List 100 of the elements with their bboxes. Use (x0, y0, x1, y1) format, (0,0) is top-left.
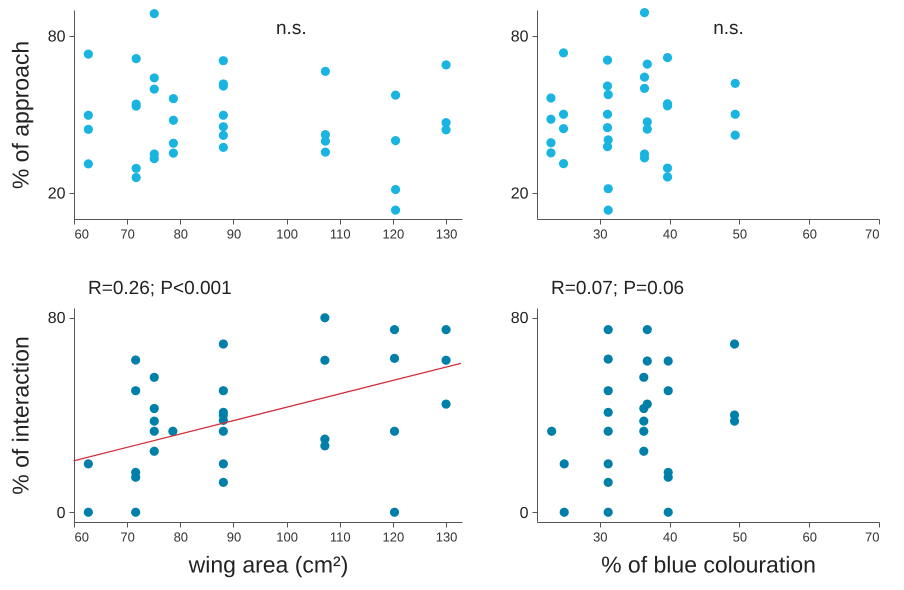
point (639, 372, 648, 382)
x-tick-label: 70 (120, 530, 135, 544)
point (558, 124, 568, 134)
point (150, 404, 159, 414)
x-tick-label: 90 (226, 530, 242, 544)
y-tick-label: 20 (510, 185, 529, 202)
x-tick-label: 110 (330, 530, 351, 544)
point (558, 110, 568, 119)
point (84, 50, 93, 59)
point (84, 110, 93, 120)
point (131, 386, 140, 396)
point (218, 339, 228, 349)
x-tick-label: 110 (330, 226, 351, 242)
point (218, 110, 228, 120)
point (390, 90, 400, 100)
point (218, 142, 228, 152)
point (390, 136, 400, 146)
point (604, 508, 613, 517)
point (602, 110, 612, 119)
point (546, 93, 556, 103)
point (441, 356, 451, 365)
x-tick-label: 30 (593, 530, 608, 544)
point (640, 84, 650, 93)
x-tick-label: 80 (174, 226, 188, 242)
point (168, 94, 178, 104)
point (730, 339, 740, 349)
point (320, 148, 330, 157)
point (218, 386, 228, 396)
point (390, 508, 400, 517)
point (150, 426, 159, 436)
point (218, 122, 228, 132)
point (320, 356, 330, 365)
point (662, 163, 672, 173)
point (168, 426, 178, 436)
point (604, 206, 613, 215)
point (558, 48, 568, 58)
x-tick-label: 60 (802, 530, 817, 544)
point (132, 164, 141, 173)
point (662, 172, 672, 182)
point (604, 354, 613, 364)
point (642, 399, 652, 409)
point (604, 426, 613, 436)
point (84, 459, 93, 468)
x-tick-label: 130 (436, 226, 458, 242)
point (602, 81, 612, 91)
point (390, 184, 400, 194)
point (604, 184, 613, 194)
x-tick-label: 130 (436, 530, 458, 544)
point (320, 66, 330, 76)
point (441, 399, 451, 409)
y-tick-label: 80 (510, 310, 529, 328)
point (730, 78, 740, 88)
point (441, 125, 451, 135)
point (218, 426, 228, 436)
point (664, 386, 673, 396)
point (560, 508, 569, 517)
point (730, 110, 740, 119)
point (168, 116, 178, 125)
point (150, 9, 159, 18)
x-tick-label: 90 (226, 226, 242, 242)
y-tick-label: 80 (510, 28, 529, 46)
point (390, 426, 400, 436)
point (320, 313, 330, 322)
x-tick-label: 70 (120, 226, 135, 242)
point (602, 122, 612, 132)
y-tick-label: 80 (48, 310, 66, 328)
point (642, 356, 652, 366)
text: R=0.26; P<0.001 (88, 278, 232, 299)
point (604, 325, 613, 334)
point (218, 56, 228, 66)
point (642, 325, 652, 334)
x-tick-label: 120 (382, 530, 404, 544)
text: R=0.07; P=0.06 (551, 278, 684, 299)
point (558, 159, 568, 168)
x-tick-label: 100 (276, 530, 298, 544)
point (168, 138, 178, 148)
point (642, 124, 652, 134)
point (547, 426, 556, 436)
x-tick-label: 60 (74, 530, 89, 544)
point (642, 59, 652, 69)
point (602, 56, 612, 65)
point (604, 478, 613, 487)
y-tick-label: 0 (520, 504, 529, 522)
point (546, 138, 556, 148)
annotation: n.s. (276, 18, 307, 39)
point (546, 114, 556, 124)
point (150, 73, 159, 83)
x-tick-label: 80 (174, 530, 188, 544)
point (150, 84, 159, 94)
point (602, 142, 612, 152)
x-tick-label: 50 (732, 226, 748, 242)
x-tick-label: 70 (865, 530, 880, 544)
point (390, 325, 400, 334)
point (168, 148, 178, 158)
point (639, 446, 648, 456)
x-tick-label: 60 (74, 226, 89, 242)
x-axis-title: % of blue colouration (601, 552, 816, 578)
point (441, 60, 451, 70)
point (546, 148, 556, 158)
x-tick-label: 70 (865, 226, 880, 242)
